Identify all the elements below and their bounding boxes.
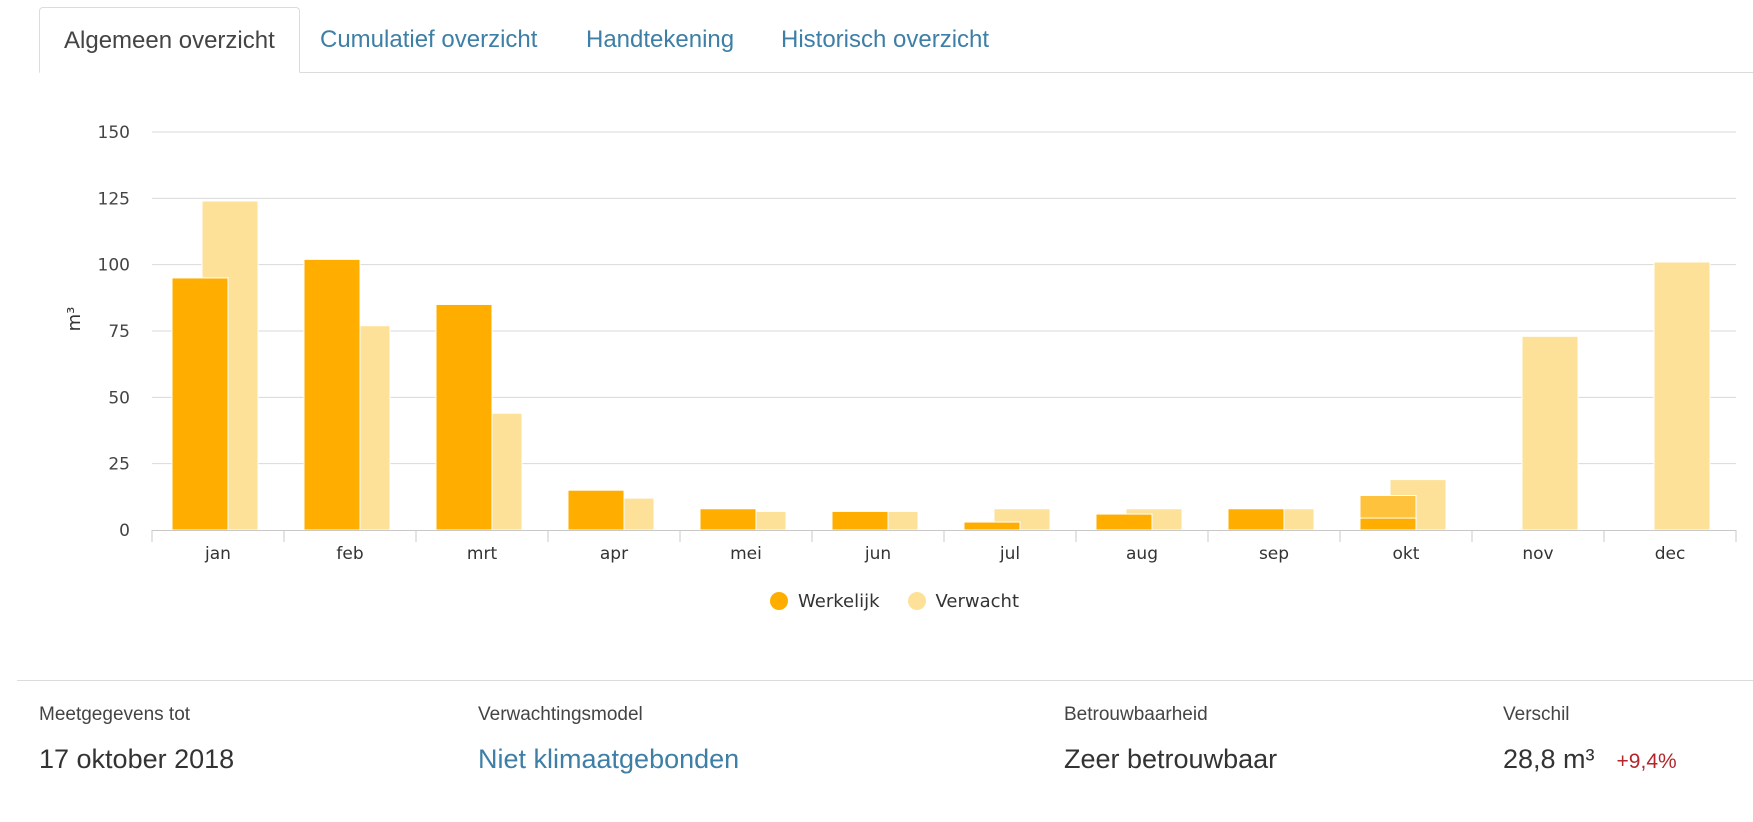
monthly-usage-chart: 0 25 50 75 100 125 150 m³ jan feb mrt apr mei jun jul a… <box>64 123 1737 564</box>
section-divider <box>17 680 1753 681</box>
legend-item-verwacht[interactable]: Verwacht <box>907 590 1020 612</box>
x-tick-label: sep <box>1259 544 1289 564</box>
x-tick-label: dec <box>1655 544 1686 564</box>
verschil-percent: +9,4% <box>1616 750 1677 773</box>
x-tick-label: apr <box>600 544 628 564</box>
info-verschil: Verschil 28,8 m³ +9,4% <box>1503 704 1677 775</box>
chart-legend: Werkelijk Verwacht <box>770 588 1047 614</box>
verschil-value: 28,8 m³ <box>1503 744 1595 774</box>
legend-dot-werkelijk <box>770 592 788 610</box>
legend-item-werkelijk[interactable]: Werkelijk <box>770 591 880 612</box>
bar-verwacht-nov[interactable] <box>1521 335 1579 531</box>
y-axis-label: m³ <box>64 307 85 332</box>
x-tick-label: feb <box>336 544 363 564</box>
verwachtingsmodel-link[interactable]: Niet klimaatgebonden <box>478 744 740 774</box>
x-tick-label: nov <box>1522 544 1553 564</box>
bar-werkelijk-partial-okt[interactable] <box>1359 517 1417 531</box>
info-betrouwbaarheid: Betrouwbaarheid Zeer betrouwbaar <box>1064 704 1277 775</box>
x-tick-label: mrt <box>467 544 498 564</box>
y-tick-label: 125 <box>98 189 130 209</box>
meetgegevens-value: 17 oktober 2018 <box>39 744 235 774</box>
bar-werkelijk-apr[interactable] <box>567 489 625 531</box>
bar-werkelijk-sep[interactable] <box>1227 508 1285 531</box>
y-tick-label: 150 <box>98 123 130 143</box>
legend-dot-verwacht <box>907 592 926 610</box>
x-tick-label: jun <box>864 544 891 564</box>
bar-werkelijk-jul[interactable] <box>963 521 1021 531</box>
betrouwbaarheid-value: Zeer betrouwbaar <box>1064 744 1278 774</box>
bar-werkelijk-jun[interactable] <box>831 510 889 531</box>
y-tick-label: 100 <box>98 256 130 276</box>
bar-werkelijk-aug[interactable] <box>1095 513 1153 531</box>
x-tick-label: mei <box>730 544 762 564</box>
bar-verwacht-dec[interactable] <box>1653 261 1711 531</box>
y-tick-label: 0 <box>119 521 130 541</box>
y-tick-label: 50 <box>108 388 130 408</box>
tab-historisch-overzicht[interactable]: Historisch overzicht <box>781 26 990 53</box>
verwachtingsmodel-label: Verwachtingsmodel <box>478 704 643 725</box>
meetgegevens-label: Meetgegevens tot <box>39 704 191 725</box>
verschil-label: Verschil <box>1503 704 1570 725</box>
x-tick-label: jul <box>999 544 1020 564</box>
bar-werkelijk-feb[interactable] <box>303 258 361 531</box>
tab-cumulatief-overzicht[interactable]: Cumulatief overzicht <box>320 26 538 53</box>
x-tick-label: aug <box>1126 544 1158 564</box>
y-tick-label: 75 <box>108 322 130 342</box>
x-tick-label: okt <box>1393 544 1420 564</box>
tab-handtekening[interactable]: Handtekening <box>586 26 735 53</box>
legend-label-werkelijk: Werkelijk <box>798 590 880 612</box>
bar-werkelijk-jan[interactable] <box>171 277 229 531</box>
tab-algemeen-overzicht[interactable]: Algemeen overzicht <box>39 7 300 73</box>
bar-werkelijk-mrt[interactable] <box>435 303 493 531</box>
info-verwachtingsmodel: Verwachtingsmodel Niet klimaatgebonden <box>478 704 739 775</box>
betrouwbaarheid-label: Betrouwbaarheid <box>1064 704 1208 725</box>
verschil-value-row: 28,8 m³ +9,4% <box>1503 744 1677 775</box>
tab-bar: Algemeen overzicht Cumulatief overzicht … <box>0 0 1753 73</box>
legend-label-verwacht: Verwacht <box>935 590 1020 612</box>
info-meetgegevens: Meetgegevens tot 17 oktober 2018 <box>39 704 234 775</box>
y-tick-label: 25 <box>108 455 130 475</box>
x-tick-label: jan <box>204 544 231 564</box>
bar-werkelijk-mei[interactable] <box>699 508 757 531</box>
tab-bar-border <box>39 72 1753 73</box>
